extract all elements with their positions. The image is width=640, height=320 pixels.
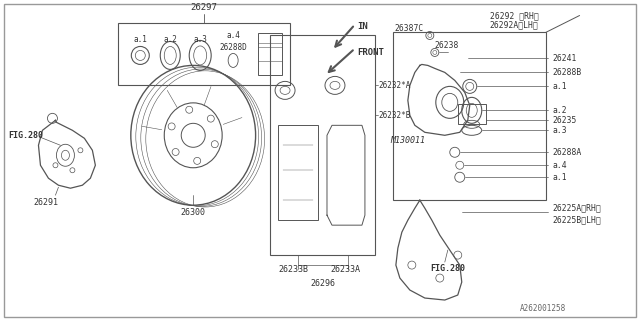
Text: 26232*B: 26232*B [379, 111, 412, 120]
Text: 26225A〈RH〉: 26225A〈RH〉 [552, 204, 602, 213]
Text: a.4: a.4 [226, 31, 240, 40]
Text: A262001258: A262001258 [520, 303, 566, 313]
Text: 26238: 26238 [435, 41, 459, 50]
Text: IN: IN [357, 22, 368, 31]
Bar [118, 23, 290, 85]
Text: FIG.280: FIG.280 [8, 131, 44, 140]
Text: a.2: a.2 [163, 35, 177, 44]
Text: 26241: 26241 [552, 54, 577, 63]
Text: 26233B: 26233B [278, 265, 308, 274]
Text: 26292 〈RH〉: 26292 〈RH〉 [490, 11, 538, 20]
Text: M130011: M130011 [390, 136, 425, 145]
Text: FIG.280: FIG.280 [430, 264, 465, 273]
Text: a.1: a.1 [552, 82, 567, 91]
Text: 26288A: 26288A [552, 148, 582, 157]
Text: FRONT: FRONT [357, 48, 384, 57]
Text: a.2: a.2 [552, 106, 567, 115]
Bar [270, 36, 375, 255]
Text: 26387C: 26387C [395, 24, 424, 33]
Text: 26288B: 26288B [552, 68, 582, 77]
Text: 26296: 26296 [310, 279, 335, 288]
Text: 26300: 26300 [180, 208, 205, 217]
Text: 26297: 26297 [191, 3, 218, 12]
Bar [258, 34, 282, 76]
Bar [278, 125, 318, 220]
Text: 26292A〈LH〉: 26292A〈LH〉 [490, 20, 538, 29]
Text: 26225B〈LH〉: 26225B〈LH〉 [552, 216, 602, 225]
Text: 26232*A: 26232*A [379, 81, 412, 90]
Text: a.1: a.1 [552, 173, 567, 182]
Text: a.3: a.3 [193, 35, 207, 44]
Text: 26291: 26291 [33, 198, 58, 207]
Text: a.4: a.4 [552, 161, 567, 170]
Text: 26288D: 26288D [220, 43, 247, 52]
Text: 26233A: 26233A [330, 265, 360, 274]
Bar [393, 32, 546, 200]
Bar [458, 104, 486, 124]
Text: a.3: a.3 [552, 126, 567, 135]
Text: 26235: 26235 [552, 116, 577, 125]
Text: a.1: a.1 [133, 35, 147, 44]
